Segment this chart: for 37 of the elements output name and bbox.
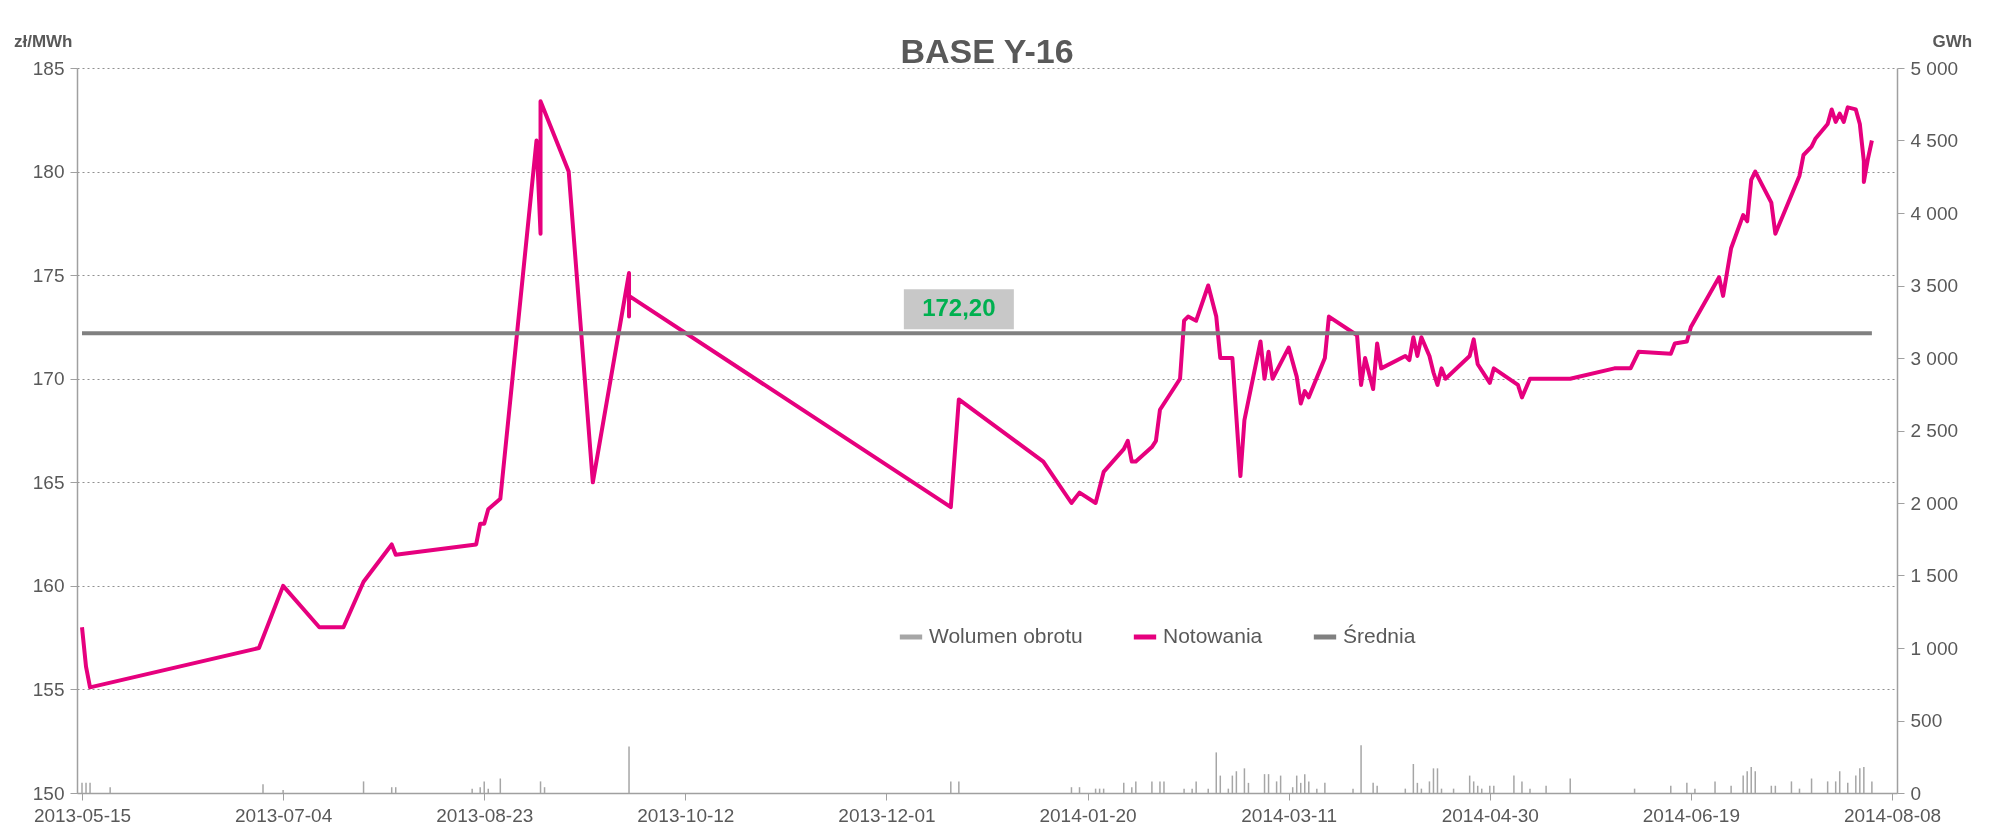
y-tick-label: 165 xyxy=(32,471,65,493)
x-tick-label: 2013-05-15 xyxy=(33,804,132,826)
x-tick-label: 2013-07-04 xyxy=(235,804,333,826)
x-tick-label: 2014-01-20 xyxy=(1039,804,1137,826)
y2-tick-label: 2 500 xyxy=(1910,420,1959,441)
y-tick-label: 175 xyxy=(32,264,65,286)
y-tick-label: 180 xyxy=(32,161,65,183)
y-tick-label: 160 xyxy=(32,575,65,597)
x-tick-label: 2013-10-12 xyxy=(637,804,735,826)
legend-label: Notowania xyxy=(1163,624,1263,647)
chart-title: BASE Y-16 xyxy=(900,32,1074,70)
y2-tick-label: 3 000 xyxy=(1910,347,1959,369)
y-tick-label: 185 xyxy=(32,57,65,79)
x-tick-label: 2013-12-01 xyxy=(838,804,936,826)
y-tick-label: 155 xyxy=(32,678,65,700)
x-tick-label: 2014-08-08 xyxy=(1843,804,1942,826)
y-tick-label: 170 xyxy=(32,368,65,390)
y2-tick-label: 1 000 xyxy=(1910,637,1959,659)
y2-axis-title: GWh xyxy=(1932,31,1973,51)
legend-label: Wolumen obrotu xyxy=(929,624,1083,647)
x-tick-label: 2013-08-23 xyxy=(436,804,534,826)
x-tick-label: 2014-03-11 xyxy=(1241,804,1338,826)
y2-tick-label: 2 000 xyxy=(1910,492,1959,514)
y2-tick-label: 4 000 xyxy=(1910,202,1959,224)
y-axis-title: zł/MWh xyxy=(13,31,73,51)
y2-tick-label: 4 500 xyxy=(1910,130,1959,151)
y-tick-label: 150 xyxy=(32,782,65,804)
x-tick-label: 2014-06-19 xyxy=(1642,804,1740,826)
x-tick-label: 2014-04-30 xyxy=(1441,804,1539,826)
y2-tick-label: 3 500 xyxy=(1910,275,1959,296)
line-series xyxy=(80,99,1874,690)
annotation: 172,20 xyxy=(922,294,996,322)
y2-tick-label: 500 xyxy=(1910,710,1943,731)
y2-tick-label: 5 000 xyxy=(1910,57,1959,79)
y2-tick-label: 0 xyxy=(1910,782,1922,804)
legend-label: Średnia xyxy=(1343,624,1416,647)
y2-tick-label: 1 500 xyxy=(1910,565,1959,586)
